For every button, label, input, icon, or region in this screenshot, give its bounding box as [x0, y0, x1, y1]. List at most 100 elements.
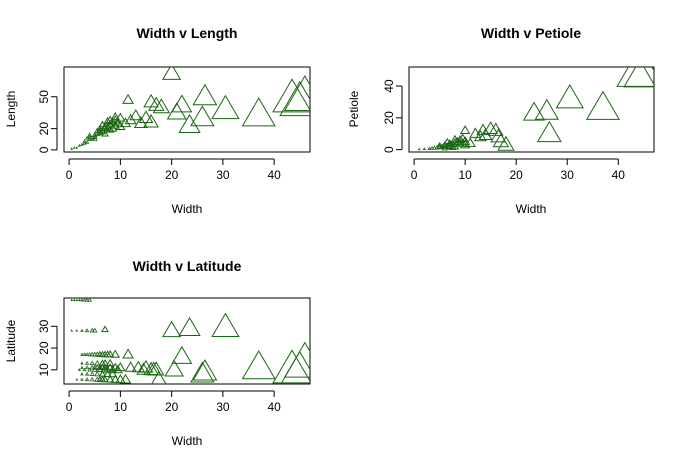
- data-point: [94, 370, 101, 377]
- data-point: [84, 140, 90, 144]
- data-point: [101, 375, 109, 383]
- data-point: [94, 360, 101, 366]
- x-tick-label: 40: [612, 168, 626, 182]
- data-point: [119, 117, 132, 128]
- data-point: [429, 145, 435, 150]
- data-point: [101, 325, 109, 333]
- data-point: [94, 127, 101, 133]
- data-point: [77, 298, 81, 302]
- points-layer: [70, 67, 310, 150]
- data-point: [82, 139, 87, 143]
- data-point: [108, 123, 118, 132]
- data-point: [427, 146, 432, 150]
- data-point: [87, 132, 93, 137]
- panel-width-v-length: Width v Length Width Length 0 10 20 30 40 0 20…: [4, 25, 311, 216]
- data-point: [192, 83, 218, 106]
- data-point: [72, 298, 76, 302]
- y-tick-label: 20: [37, 122, 51, 136]
- data-point: [80, 361, 84, 365]
- plot-frame: [408, 66, 655, 153]
- data-point: [585, 90, 621, 120]
- data-point: [103, 369, 112, 377]
- data-point: [283, 75, 310, 112]
- panel-title: Width v Latitude: [133, 258, 242, 274]
- data-point: [478, 128, 493, 141]
- data-point: [87, 367, 93, 372]
- data-point: [522, 101, 546, 121]
- data-point: [84, 365, 90, 370]
- y-tick-label: 30: [37, 319, 51, 333]
- panel-title: Width v Petiole: [481, 25, 581, 41]
- data-point: [162, 320, 182, 338]
- data-point: [178, 113, 201, 133]
- data-point: [75, 146, 79, 149]
- y-axis-label: Length: [4, 91, 18, 128]
- x-tick-label: 10: [114, 400, 128, 414]
- data-point: [441, 144, 449, 151]
- x-tick-label: 30: [561, 168, 575, 182]
- data-point: [136, 362, 151, 375]
- data-point: [82, 298, 87, 302]
- data-point: [80, 352, 84, 356]
- data-point: [84, 377, 90, 382]
- data-point: [87, 298, 93, 302]
- data-point: [103, 116, 112, 124]
- data-point: [96, 366, 104, 373]
- data-point: [483, 121, 499, 134]
- y-axis-label: Latitude: [4, 319, 18, 362]
- data-point: [82, 352, 87, 356]
- data-point: [70, 329, 74, 332]
- data-point: [80, 328, 84, 332]
- plot-marks: 0 10 20 30 40 10 20 30: [37, 297, 311, 414]
- data-point: [84, 371, 90, 376]
- data-point: [536, 120, 562, 143]
- data-point: [190, 105, 215, 127]
- data-point: [80, 365, 84, 369]
- data-point: [82, 141, 87, 145]
- points-layer: [70, 298, 310, 384]
- data-point: [108, 369, 118, 378]
- data-point: [77, 143, 81, 147]
- x-tick-label: 0: [411, 168, 418, 182]
- x-tick-label: 40: [267, 400, 281, 414]
- data-point: [84, 135, 90, 140]
- data-point: [89, 376, 95, 382]
- data-point: [75, 329, 79, 332]
- data-point: [84, 328, 90, 333]
- data-point: [72, 146, 76, 149]
- data-point: [105, 375, 115, 383]
- data-point: [190, 361, 215, 383]
- data-point: [279, 80, 310, 117]
- data-point: [241, 97, 276, 127]
- data-point: [151, 370, 167, 384]
- data-point: [555, 84, 584, 109]
- data-point: [75, 378, 79, 381]
- data-point: [98, 127, 107, 135]
- data-point: [623, 67, 654, 88]
- data-point: [70, 298, 74, 302]
- data-point: [110, 349, 121, 358]
- y-tick-label: 0: [382, 146, 396, 153]
- y-axis-label: Petiole: [347, 90, 361, 127]
- y-tick-label: 40: [382, 79, 396, 93]
- data-point: [87, 352, 93, 357]
- data-point: [75, 298, 79, 302]
- data-point: [105, 358, 115, 367]
- data-point: [124, 361, 137, 372]
- data-point: [492, 133, 510, 148]
- data-point: [241, 350, 276, 380]
- data-point: [103, 365, 112, 373]
- data-point: [211, 312, 240, 338]
- data-point: [91, 136, 98, 142]
- x-axis-label: Width: [172, 434, 203, 448]
- data-point: [119, 373, 132, 384]
- panel-width-v-latitude: Width v Latitude Width Latitude 0 10 20 30 4…: [4, 258, 311, 448]
- data-point: [129, 109, 143, 121]
- data-point: [457, 133, 468, 142]
- data-point: [108, 365, 118, 373]
- x-tick-label: 40: [267, 168, 281, 182]
- x-tick-label: 20: [165, 168, 179, 182]
- data-point: [80, 142, 84, 146]
- data-point: [143, 93, 159, 108]
- data-point: [534, 98, 560, 120]
